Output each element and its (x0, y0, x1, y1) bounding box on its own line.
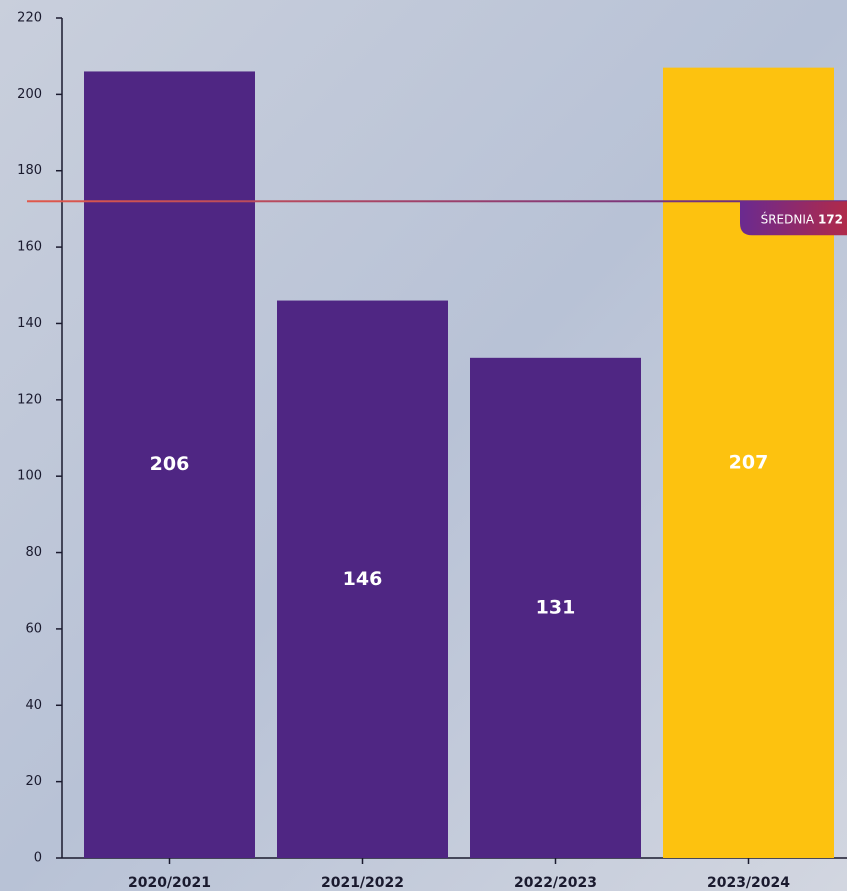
y-tick-label: 140 (17, 316, 42, 331)
y-tick-label: 40 (25, 698, 42, 713)
reference-label-value: 172 (818, 212, 843, 226)
value-label: 131 (536, 596, 576, 618)
value-label: 206 (150, 453, 190, 475)
y-tick-label: 220 (17, 11, 42, 26)
value-label: 146 (343, 568, 383, 590)
y-tick-label: 80 (25, 545, 42, 560)
bar (84, 71, 255, 859)
y-tick-label: 60 (25, 621, 42, 636)
y-tick-label: 0 (34, 851, 42, 866)
reference-label-text: ŚREDNIA (761, 211, 815, 226)
reference-pill (740, 201, 847, 236)
y-tick-label: 120 (17, 392, 42, 407)
y-tick-label: 160 (17, 240, 42, 255)
bar (663, 67, 834, 859)
reference-line (27, 200, 847, 203)
x-tick-label: 2023/2024 (707, 875, 790, 891)
x-tick-label: 2020/2021 (128, 875, 211, 891)
reference-label: ŚREDNIA 172 (761, 211, 843, 226)
value-label: 207 (729, 451, 769, 473)
x-tick-label: 2021/2022 (321, 875, 404, 891)
x-tick-label: 2022/2023 (514, 875, 597, 891)
y-tick-label: 200 (17, 87, 42, 102)
y-tick-label: 20 (25, 774, 42, 789)
y-tick-label: 180 (17, 163, 42, 178)
y-tick-label: 100 (17, 469, 42, 484)
bar (470, 357, 641, 858)
bar (277, 300, 448, 859)
